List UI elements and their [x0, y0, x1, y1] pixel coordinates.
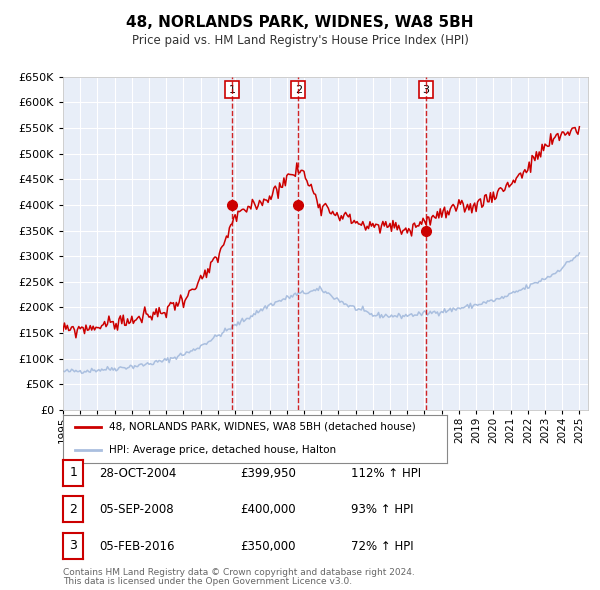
Text: 72% ↑ HPI: 72% ↑ HPI — [351, 540, 413, 553]
Text: 48, NORLANDS PARK, WIDNES, WA8 5BH (detached house): 48, NORLANDS PARK, WIDNES, WA8 5BH (deta… — [109, 422, 416, 432]
Text: HPI: Average price, detached house, Halton: HPI: Average price, detached house, Halt… — [109, 445, 336, 455]
Text: 3: 3 — [69, 539, 77, 552]
Text: 48, NORLANDS PARK, WIDNES, WA8 5BH: 48, NORLANDS PARK, WIDNES, WA8 5BH — [126, 15, 474, 30]
Text: 05-SEP-2008: 05-SEP-2008 — [99, 503, 173, 516]
Text: This data is licensed under the Open Government Licence v3.0.: This data is licensed under the Open Gov… — [63, 577, 352, 586]
Text: 1: 1 — [229, 84, 236, 94]
Text: Contains HM Land Registry data © Crown copyright and database right 2024.: Contains HM Land Registry data © Crown c… — [63, 568, 415, 577]
Text: £350,000: £350,000 — [240, 540, 296, 553]
Text: Price paid vs. HM Land Registry's House Price Index (HPI): Price paid vs. HM Land Registry's House … — [131, 34, 469, 47]
Text: 2: 2 — [69, 503, 77, 516]
Text: 28-OCT-2004: 28-OCT-2004 — [99, 467, 176, 480]
Text: 05-FEB-2016: 05-FEB-2016 — [99, 540, 175, 553]
Text: 2: 2 — [295, 84, 302, 94]
Text: £400,000: £400,000 — [240, 503, 296, 516]
Text: £399,950: £399,950 — [240, 467, 296, 480]
Text: 93% ↑ HPI: 93% ↑ HPI — [351, 503, 413, 516]
Text: 112% ↑ HPI: 112% ↑ HPI — [351, 467, 421, 480]
Text: 1: 1 — [69, 466, 77, 479]
Text: 3: 3 — [422, 84, 430, 94]
